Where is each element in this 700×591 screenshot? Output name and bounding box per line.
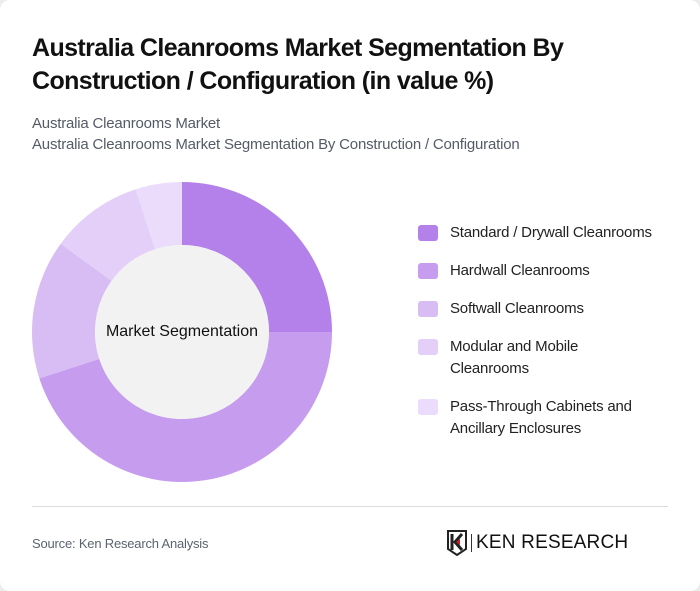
donut-slice[interactable] — [60, 189, 156, 281]
source-note: Source: Ken Research Analysis — [32, 536, 209, 551]
chart-title: Australia Cleanrooms Market Segmentation… — [32, 34, 564, 95]
legend-label: Standard / Drywall Cleanrooms — [450, 224, 652, 241]
donut-hole — [95, 245, 269, 419]
legend-label: Modular and Mobile Cleanrooms — [450, 338, 579, 377]
donut-chart: Market Segmentation — [30, 180, 334, 484]
legend-item[interactable]: Hardwall Cleanrooms — [418, 260, 678, 282]
legend-swatch — [418, 399, 438, 415]
donut-slice[interactable] — [39, 332, 332, 482]
logo-separator — [471, 534, 472, 552]
legend-item[interactable]: Standard / Drywall Cleanrooms — [418, 222, 678, 244]
legend-swatch — [418, 301, 438, 317]
donut-slice[interactable] — [135, 182, 182, 250]
legend-label: Softwall Cleanrooms — [450, 300, 584, 317]
legend-swatch — [418, 225, 438, 241]
footer-divider — [32, 506, 668, 507]
subtitle-segment: Australia Cleanrooms Market Segmentation… — [32, 136, 520, 153]
subtitle-market: Australia Cleanrooms Market — [32, 115, 221, 132]
donut-svg — [31, 182, 332, 482]
legend-swatch — [418, 339, 438, 355]
legend-item[interactable]: Softwall Cleanrooms — [418, 298, 678, 320]
chart-subtitle: Australia Cleanrooms Market Australia Cl… — [32, 113, 672, 155]
legend-item[interactable]: Pass-Through Cabinets and Ancillary Encl… — [418, 396, 678, 440]
legend-item[interactable]: Modular and Mobile Cleanrooms — [418, 336, 678, 380]
donut-slice[interactable] — [182, 182, 332, 332]
ken-research-logo: KEN RESEARCH — [447, 530, 628, 556]
legend-swatch — [418, 263, 438, 279]
ken-shield-icon — [447, 530, 467, 556]
chart-legend: Standard / Drywall Cleanrooms Hardwall Cl… — [418, 222, 678, 456]
donut-slice[interactable] — [31, 243, 112, 379]
legend-label: Hardwall Cleanrooms — [450, 262, 590, 279]
logo-text: KEN RESEARCH — [476, 532, 629, 553]
legend-label: Pass-Through Cabinets and Ancillary Encl… — [450, 398, 632, 437]
